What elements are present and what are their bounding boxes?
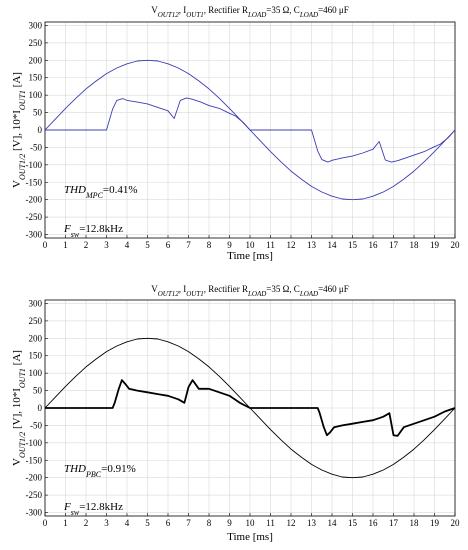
x-tick-label: 6 (166, 240, 171, 250)
x-tick-label: 7 (186, 518, 191, 528)
x-tick-label: 16 (369, 240, 379, 250)
y-tick-label: -250 (26, 212, 43, 222)
y-tick-label: -100 (26, 160, 43, 170)
x-tick-label: 12 (287, 240, 296, 250)
y-tick-label: 150 (29, 73, 43, 83)
y-tick-label: -200 (26, 195, 43, 205)
x-tick-label: 20 (451, 518, 461, 528)
x-tick-label: 4 (125, 518, 130, 528)
x-tick-label: 10 (246, 518, 256, 528)
x-tick-label: 11 (266, 518, 275, 528)
y-tick-label: -150 (26, 455, 43, 465)
x-tick-label: 19 (430, 240, 440, 250)
y-tick-label: -200 (26, 473, 43, 483)
y-tick-label: 50 (33, 386, 43, 396)
chart-title: VOUT12, IOUT1, Rectifier RLOAD=35 Ω, CLO… (151, 284, 349, 298)
y-tick-label: -50 (30, 420, 42, 430)
x-tick-label: 12 (287, 518, 296, 528)
y-tick-label: -300 (26, 508, 43, 518)
y-tick-label: 0 (38, 125, 43, 135)
x-tick-label: 9 (227, 518, 232, 528)
x-tick-label: 13 (307, 240, 317, 250)
chart-panel-2: VOUT12, IOUT1, Rectifier RLOAD=35 Ω, CLO… (11, 284, 460, 543)
x-tick-label: 19 (430, 518, 440, 528)
y-tick-label: 50 (33, 108, 43, 118)
x-tick-label: 5 (145, 518, 150, 528)
x-tick-label: 16 (369, 518, 379, 528)
chart-title: VOUT12, IOUT1, Rectifier RLOAD=35 Ω, CLO… (151, 5, 349, 19)
y-tick-label: 150 (29, 351, 43, 361)
y-tick-label: 250 (29, 38, 43, 48)
y-tick-label: 0 (38, 403, 43, 413)
x-tick-label: 8 (207, 240, 212, 250)
x-tick-label: 3 (104, 518, 109, 528)
fsw-annotation: Fsw=12.8kHz (63, 223, 123, 239)
x-tick-label: 2 (84, 240, 89, 250)
y-tick-label: 100 (29, 368, 43, 378)
y-tick-label: -250 (26, 490, 43, 500)
y-axis-label: VOUT1/2 [V], 10*IOUT1 [A] (11, 72, 27, 188)
x-tick-label: 18 (410, 240, 420, 250)
x-tick-label: 14 (328, 240, 338, 250)
fsw-annotation: Fsw=12.8kHz (63, 501, 123, 517)
thd-annotation: THDMPC=0.41% (64, 184, 138, 200)
x-axis-label: Time [ms] (227, 250, 273, 262)
x-tick-label: 3 (104, 240, 109, 250)
series-current-line (45, 379, 456, 437)
x-tick-label: 6 (166, 518, 171, 528)
x-tick-label: 14 (328, 518, 338, 528)
y-tick-label: -300 (26, 230, 43, 240)
x-tick-label: 0 (43, 240, 48, 250)
x-tick-label: 4 (125, 240, 130, 250)
x-tick-label: 15 (348, 240, 358, 250)
thd-annotation: THDPBC=0.91% (64, 463, 136, 479)
y-tick-label: -50 (30, 142, 42, 152)
y-tick-label: 250 (29, 316, 43, 326)
x-tick-label: 1 (63, 240, 68, 250)
x-tick-label: 17 (389, 518, 399, 528)
x-tick-label: 9 (227, 240, 232, 250)
series-current-line (45, 97, 456, 163)
chart-panel-1: VOUT12, IOUT1, Rectifier RLOAD=35 Ω, CLO… (11, 5, 460, 262)
x-tick-label: 13 (307, 518, 317, 528)
x-tick-label: 10 (246, 240, 256, 250)
y-tick-label: 100 (29, 90, 43, 100)
x-tick-label: 17 (389, 240, 399, 250)
x-tick-label: 18 (410, 518, 420, 528)
x-tick-label: 2 (84, 518, 89, 528)
x-tick-label: 20 (451, 240, 461, 250)
x-tick-label: 11 (266, 240, 275, 250)
y-axis-label: VOUT1/2 [V], 10*IOUT1 [A] (11, 350, 27, 466)
y-tick-label: 200 (29, 55, 43, 65)
x-axis-label: Time [ms] (227, 531, 273, 543)
x-tick-label: 15 (348, 518, 358, 528)
y-tick-label: 300 (29, 298, 43, 308)
y-tick-label: 300 (29, 20, 43, 30)
x-tick-label: 7 (186, 240, 191, 250)
x-tick-label: 5 (145, 240, 150, 250)
y-tick-label: -100 (26, 438, 43, 448)
x-tick-label: 8 (207, 518, 212, 528)
y-tick-label: 200 (29, 333, 43, 343)
x-tick-label: 1 (63, 518, 68, 528)
y-tick-label: -150 (26, 177, 43, 187)
x-tick-label: 0 (43, 518, 48, 528)
